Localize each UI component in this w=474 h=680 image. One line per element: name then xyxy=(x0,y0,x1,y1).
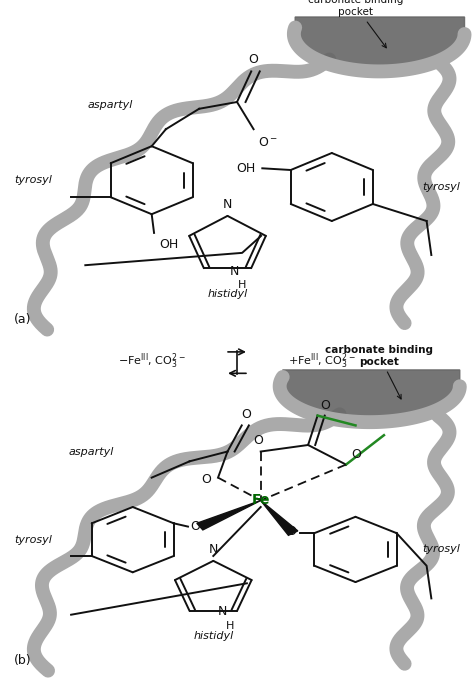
Text: aspartyl: aspartyl xyxy=(87,101,133,110)
Text: histidyl: histidyl xyxy=(208,289,247,299)
Text: O: O xyxy=(249,53,258,66)
Text: O: O xyxy=(191,520,200,533)
Text: N: N xyxy=(218,605,228,617)
Text: OH: OH xyxy=(236,162,255,175)
Text: carbonate binding
pocket: carbonate binding pocket xyxy=(325,345,433,399)
Text: histidyl: histidyl xyxy=(193,631,233,641)
Text: O$^-$: O$^-$ xyxy=(258,136,278,149)
Polygon shape xyxy=(197,500,261,530)
Text: O: O xyxy=(351,448,361,461)
Text: tyrosyl: tyrosyl xyxy=(422,182,460,192)
Text: aspartyl: aspartyl xyxy=(68,447,114,456)
Text: O: O xyxy=(254,434,263,447)
Text: OH: OH xyxy=(159,238,178,251)
Text: H: H xyxy=(226,621,234,631)
Text: N: N xyxy=(230,265,239,278)
Text: Fe: Fe xyxy=(251,494,270,507)
Text: tyrosyl: tyrosyl xyxy=(422,545,460,554)
Text: O: O xyxy=(320,399,329,412)
Text: $+$Fe$^{\rm III}$, CO$_3^{2-}$: $+$Fe$^{\rm III}$, CO$_3^{2-}$ xyxy=(289,352,356,371)
Text: O: O xyxy=(287,525,296,538)
Polygon shape xyxy=(280,370,460,422)
Text: (a): (a) xyxy=(14,313,32,326)
Text: O: O xyxy=(201,473,211,486)
Text: carbonate binding
pocket: carbonate binding pocket xyxy=(308,0,403,48)
Polygon shape xyxy=(261,500,298,535)
Text: $-$Fe$^{\rm III}$, CO$_3^{2-}$: $-$Fe$^{\rm III}$, CO$_3^{2-}$ xyxy=(118,352,185,371)
Text: H: H xyxy=(237,280,246,290)
Text: tyrosyl: tyrosyl xyxy=(14,534,52,545)
Text: N: N xyxy=(223,198,232,211)
Text: tyrosyl: tyrosyl xyxy=(14,175,52,185)
Text: N: N xyxy=(209,543,218,556)
Text: (b): (b) xyxy=(14,654,32,667)
Text: O: O xyxy=(242,407,251,420)
Polygon shape xyxy=(294,17,465,71)
